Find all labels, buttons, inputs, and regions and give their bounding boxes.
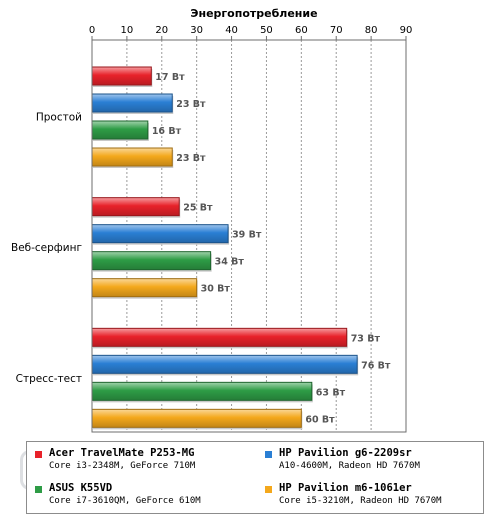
bar-value-label: 39 Вт	[232, 230, 262, 241]
bar	[91, 278, 198, 298]
x-tick-label: 50	[260, 25, 273, 36]
bar-value-label: 73 Вт	[351, 333, 381, 344]
legend-swatch	[35, 486, 42, 493]
x-tick-label: 10	[121, 25, 134, 36]
bar	[91, 93, 173, 113]
chart-title: Энергопотребление	[190, 7, 317, 20]
legend-swatch	[265, 451, 272, 458]
bar-value-label: 17 Вт	[155, 72, 185, 83]
x-tick-label: 60	[295, 25, 308, 36]
x-tick-label: 30	[190, 25, 203, 36]
bar	[91, 120, 149, 140]
legend-series-spec: Core i7-3610QM, GeForce 610M	[49, 496, 201, 506]
bar	[91, 66, 152, 86]
bar-value-label: 63 Вт	[316, 387, 346, 398]
bar	[91, 147, 173, 167]
bar	[91, 224, 229, 244]
plot-area	[91, 39, 407, 433]
bar-value-label: 76 Вт	[361, 360, 391, 371]
bar-value-label: 16 Вт	[152, 126, 182, 137]
x-tick-label: 40	[225, 25, 238, 36]
bar-value-label: 25 Вт	[183, 203, 213, 214]
x-tick-label: 0	[89, 25, 95, 36]
legend-series-name: ASUS K55VD	[49, 482, 113, 494]
power-consumption-chart: Энергопотребление 0 10 20 30 40 50 60 70 80 90 17…	[11, 7, 413, 433]
x-tick-label: 90	[400, 25, 413, 36]
bar	[91, 251, 212, 271]
bar-value-label: 34 Вт	[215, 257, 245, 268]
legend-series-name: HP Pavilion m6-1061er	[279, 482, 412, 494]
legend: Acer TravelMate P253-MG Core i3-2348M, Ge…	[26, 441, 484, 514]
bar-value-label: 30 Вт	[201, 284, 231, 295]
category-label: Стресс-тест	[16, 373, 82, 385]
x-tick-label: 80	[365, 25, 378, 36]
legend-swatch	[35, 451, 42, 458]
x-tick-label: 20	[155, 25, 168, 36]
legend-swatch	[265, 486, 272, 493]
bar	[91, 197, 180, 217]
legend-series-name: HP Pavilion g6-2209sr	[279, 447, 412, 459]
bar	[91, 408, 302, 428]
bar	[91, 327, 348, 347]
bar-value-label: 60 Вт	[305, 414, 335, 425]
x-tick-label: 70	[330, 25, 343, 36]
bars: 17 Вт 23 Вт 16 Вт 23 Вт 25 Вт 39 Вт 34 Вт 30 Вт…	[91, 66, 391, 430]
category-label: Веб-серфинг	[11, 242, 82, 254]
bar	[91, 354, 358, 374]
category-label: Простой	[36, 112, 82, 124]
legend-series-name: Acer TravelMate P253-MG	[49, 447, 195, 459]
legend-series-spec: A10-4600M, Radeon HD 7670M	[279, 461, 420, 471]
legend-series-spec: Core i3-2348M, GeForce 710M	[49, 461, 196, 471]
bar-value-label: 23 Вт	[176, 153, 206, 164]
x-axis-ticks: 0 10 20 30 40 50 60 70 80 90	[89, 25, 413, 40]
legend-series-spec: Core i5-3210M, Radeon HD 7670M	[279, 496, 442, 506]
bar-value-label: 23 Вт	[176, 99, 206, 110]
bar	[91, 381, 313, 401]
category-labels: Простой Веб-серфинг Стресс-тест	[11, 112, 82, 385]
